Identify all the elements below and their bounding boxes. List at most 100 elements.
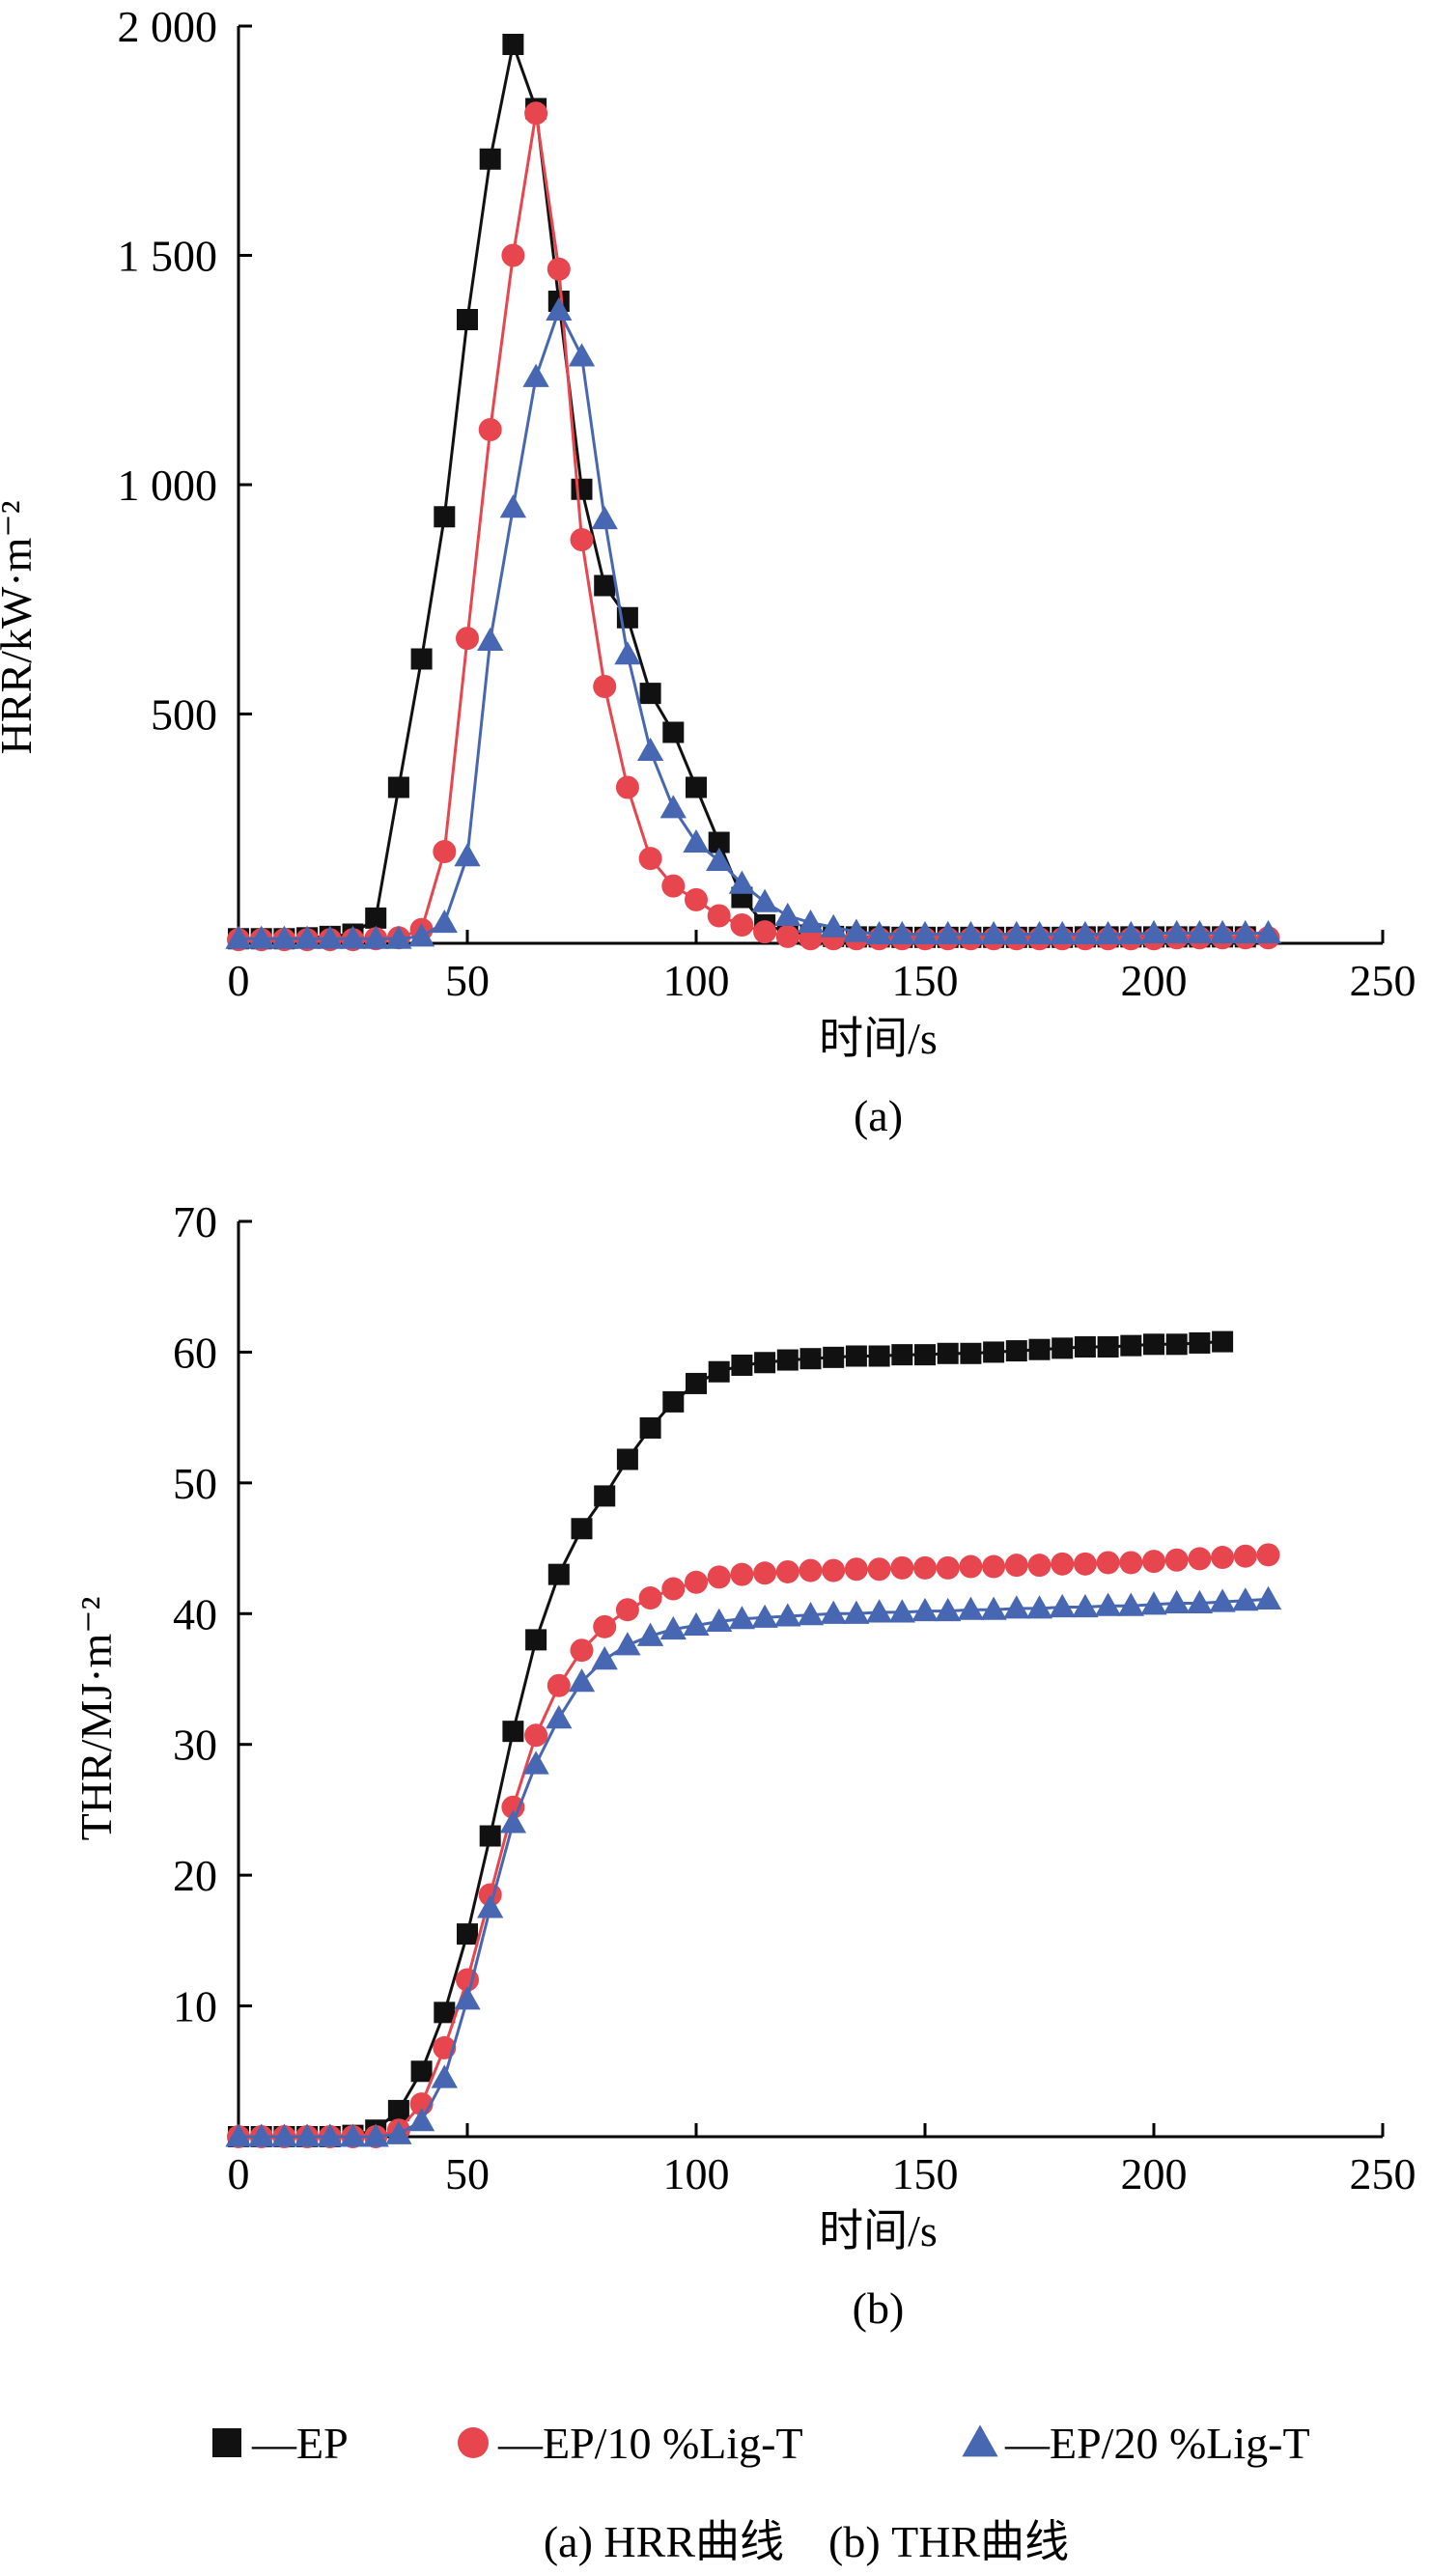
- data-point-ep-20-lig-t: [865, 920, 893, 945]
- y-tick-label: 20: [173, 1851, 217, 1900]
- x-tick-label: 200: [1121, 956, 1188, 1005]
- figure-caption: (a) HRR曲线 (b) THR曲线: [544, 2517, 1069, 2566]
- data-point-ep-10-lig-t: [707, 904, 731, 928]
- data-point-ep-20-lig-t: [614, 1632, 641, 1656]
- data-point-ep-20-lig-t: [1186, 919, 1214, 944]
- data-point-ep: [616, 1448, 638, 1470]
- data-point-ep-20-lig-t: [407, 2108, 435, 2132]
- legend-label: —EP/20 %Lig-T: [1004, 2419, 1310, 2468]
- data-point-ep-20-lig-t: [248, 2123, 275, 2147]
- data-point-ep-10-lig-t: [547, 1673, 571, 1697]
- legend-marker-triangle: [962, 2424, 998, 2457]
- data-point-ep: [434, 2002, 456, 2024]
- data-point-ep-10-lig-t: [730, 913, 754, 937]
- x-tick-label: 0: [228, 956, 250, 1005]
- data-point-ep-20-lig-t: [728, 870, 756, 894]
- data-point-ep-10-lig-t: [1004, 1554, 1028, 1578]
- data-point-ep-20-lig-t: [568, 343, 596, 367]
- data-point-ep: [1051, 1337, 1074, 1359]
- data-point-ep-10-lig-t: [799, 927, 823, 951]
- y-tick-label: 50: [173, 1459, 217, 1508]
- data-point-ep-20-lig-t: [477, 627, 504, 652]
- y-tick-label: 10: [173, 1982, 217, 2031]
- data-point-ep-20-lig-t: [317, 925, 344, 949]
- data-point-ep-20-lig-t: [706, 847, 733, 872]
- x-tick-label: 250: [1350, 2149, 1416, 2198]
- data-point-ep-10-lig-t: [524, 1723, 548, 1748]
- data-point-ep-20-lig-t: [591, 1646, 618, 1670]
- legend-item: —EP: [212, 2419, 349, 2468]
- legend-label: —EP/10 %Lig-T: [497, 2419, 803, 2468]
- data-point-ep-10-lig-t: [1256, 1543, 1280, 1567]
- data-point-ep-20-lig-t: [568, 1668, 596, 1693]
- data-point-ep-20-lig-t: [1164, 1589, 1191, 1614]
- x-tick-label: 200: [1121, 2149, 1188, 2198]
- data-point-ep-20-lig-t: [522, 1750, 549, 1775]
- data-point-ep: [547, 1563, 570, 1585]
- data-point-ep-20-lig-t: [706, 1608, 733, 1632]
- y-axis-label: THR/MJ·m⁻²: [71, 1597, 121, 1841]
- data-point-ep: [457, 309, 478, 330]
- data-point-ep-10-lig-t: [753, 920, 777, 944]
- data-point-ep-20-lig-t: [1049, 1593, 1076, 1618]
- data-point-ep-10-lig-t: [501, 243, 525, 267]
- data-point-ep: [639, 683, 661, 705]
- data-point-ep: [686, 1372, 707, 1394]
- y-axis-label: HRR/kW·m⁻²: [0, 501, 41, 755]
- data-point-ep-20-lig-t: [407, 923, 435, 947]
- data-point-ep-10-lig-t: [799, 1558, 823, 1582]
- data-point-ep-10-lig-t: [1233, 1544, 1257, 1568]
- data-point-ep-20-lig-t: [546, 1704, 573, 1729]
- data-point-ep-20-lig-t: [683, 828, 710, 854]
- data-point-ep: [708, 831, 730, 854]
- data-point-ep-20-lig-t: [294, 2123, 321, 2147]
- data-point-ep-10-lig-t: [1027, 1554, 1051, 1578]
- data-point-ep-20-lig-t: [659, 795, 687, 819]
- data-point-ep: [937, 1342, 959, 1364]
- data-point-ep-20-lig-t: [1025, 1595, 1053, 1619]
- data-point-ep-20-lig-t: [1117, 1592, 1144, 1616]
- data-point-ep-10-lig-t: [661, 1577, 686, 1601]
- y-tick-label: 60: [173, 1328, 217, 1377]
- data-point-ep-20-lig-t: [1232, 919, 1259, 944]
- legend-item: —EP/10 %Lig-T: [458, 2419, 803, 2468]
- data-point-ep-10-lig-t: [547, 257, 571, 281]
- data-point-ep-20-lig-t: [1140, 919, 1167, 944]
- panel-label: (b): [853, 2283, 905, 2333]
- data-point-ep-10-lig-t: [1051, 1552, 1075, 1576]
- data-point-ep-20-lig-t: [797, 1602, 825, 1626]
- data-point-ep-20-lig-t: [1254, 919, 1282, 944]
- x-tick-label: 0: [228, 2149, 250, 2198]
- data-point-ep-20-lig-t: [1186, 1589, 1214, 1614]
- data-point-ep: [387, 776, 409, 798]
- series-ep-20-lig-t: [225, 1585, 1282, 2147]
- data-point-ep: [1005, 1340, 1027, 1362]
- data-point-ep-20-lig-t: [1117, 920, 1144, 945]
- data-point-ep-10-lig-t: [1188, 1547, 1212, 1571]
- data-point-ep-20-lig-t: [477, 1894, 504, 1918]
- data-point-ep-20-lig-t: [499, 1809, 527, 1834]
- data-point-ep-10-lig-t: [685, 1570, 708, 1594]
- y-tick-label: 1 000: [118, 461, 218, 510]
- data-point-ep: [410, 648, 433, 670]
- legend-label: —EP: [251, 2419, 349, 2468]
- data-point-ep-10-lig-t: [982, 1554, 1006, 1579]
- data-point-ep-20-lig-t: [339, 2123, 367, 2147]
- data-point-ep-20-lig-t: [362, 925, 389, 949]
- data-point-ep-20-lig-t: [751, 888, 778, 912]
- data-point-ep: [434, 506, 456, 528]
- data-point-ep-20-lig-t: [499, 494, 527, 518]
- data-point-ep-10-lig-t: [524, 101, 548, 126]
- y-tick-label: 40: [173, 1589, 217, 1638]
- data-point-ep-10-lig-t: [478, 418, 502, 441]
- data-point-ep-10-lig-t: [1096, 1551, 1120, 1575]
- data-point-ep: [571, 478, 593, 500]
- series-ep: [228, 34, 1256, 950]
- data-point-ep: [983, 1341, 1005, 1363]
- data-point-ep: [479, 1825, 501, 1847]
- data-point-ep-10-lig-t: [913, 1555, 937, 1580]
- data-point-ep-20-lig-t: [980, 1596, 1007, 1620]
- data-point-ep-10-lig-t: [1073, 1552, 1097, 1576]
- data-point-ep: [662, 721, 685, 743]
